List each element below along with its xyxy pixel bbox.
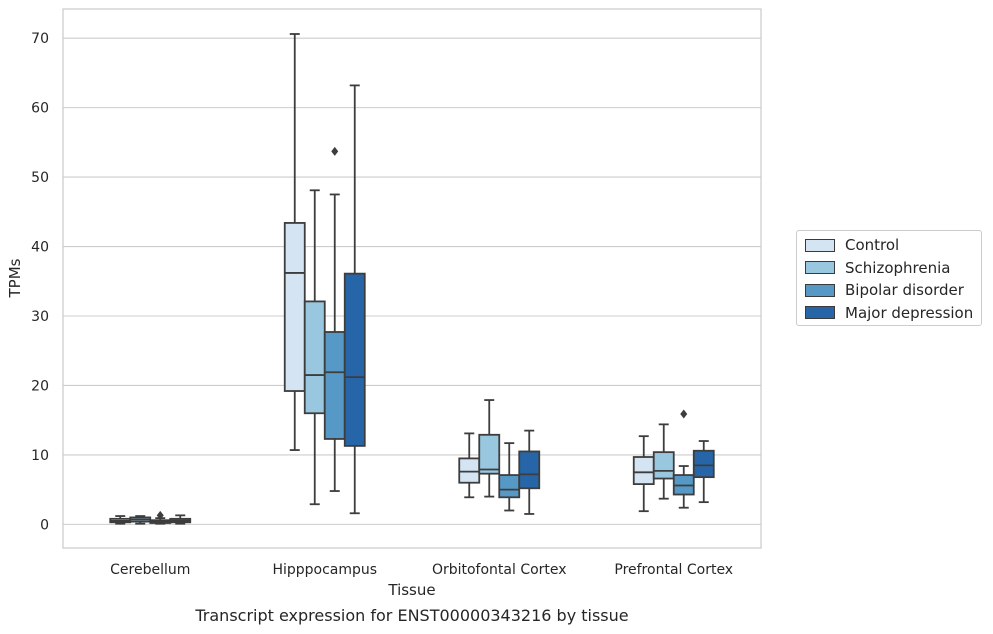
- box-bipolar-disorder: [149, 510, 172, 525]
- legend-item: Major depression: [805, 303, 973, 323]
- box-schizophrenia: [478, 399, 501, 498]
- box-schizophrenia: [303, 189, 326, 506]
- legend-item: Bipolar disorder: [805, 280, 964, 300]
- outlier-point: [331, 146, 339, 156]
- outlier-point: [156, 510, 164, 520]
- x-tick-label: Cerebellum: [110, 562, 190, 578]
- legend-item: Schizophrenia: [805, 258, 950, 278]
- x-tick-label: Hipppocampus: [272, 562, 377, 578]
- box-major-depression: [518, 429, 541, 515]
- y-tick-label: 50: [31, 170, 49, 186]
- y-tick-label: 0: [40, 517, 49, 533]
- x-tick-label: Orbitofontal Cortex: [432, 562, 567, 578]
- box-schizophrenia: [129, 515, 152, 525]
- y-tick-label: 30: [31, 309, 49, 325]
- box-iqr: [343, 272, 366, 447]
- box-plot-series: [109, 33, 715, 525]
- legend-swatch: [805, 238, 835, 252]
- legend-label: Bipolar disorder: [845, 281, 964, 299]
- box-iqr: [303, 300, 326, 415]
- box-iqr: [283, 222, 306, 392]
- box-schizophrenia: [652, 423, 675, 500]
- box-control: [632, 435, 655, 513]
- box-iqr: [323, 331, 346, 440]
- box-major-depression: [169, 514, 192, 525]
- y-tick-label: 10: [31, 448, 49, 464]
- box-bipolar-disorder: [672, 409, 695, 509]
- box-major-depression: [692, 440, 715, 504]
- legend-swatch: [805, 306, 835, 319]
- y-tick-label: 60: [31, 101, 49, 117]
- box-iqr: [518, 450, 541, 490]
- x-axis-ticks: Cerebellum Hipppocampus Orbitofontal Corte…: [110, 562, 733, 578]
- box-iqr: [652, 451, 675, 480]
- box-iqr: [692, 449, 715, 479]
- chart-caption: Transcript expression for ENST0000034321…: [195, 606, 629, 625]
- y-tick-label: 20: [31, 378, 49, 394]
- x-tick-label: Prefrontal Cortex: [614, 562, 733, 578]
- legend-swatch: [805, 261, 835, 274]
- legend-label: Schizophrenia: [845, 258, 951, 277]
- legend-label: Control: [845, 236, 900, 254]
- outlier-point: [680, 409, 688, 419]
- y-axis-title: TPMs: [6, 258, 24, 298]
- plot-frame: [62, 8, 762, 549]
- y-tick-label: 70: [31, 31, 49, 47]
- x-axis-title: Tissue: [387, 581, 435, 599]
- box-control: [109, 515, 132, 525]
- box-iqr: [458, 457, 481, 484]
- y-axis-ticks: 0 10 20 30 40 50 60 70: [31, 31, 49, 533]
- legend-swatch: [805, 283, 835, 297]
- box-iqr: [632, 456, 655, 485]
- box-iqr: [478, 433, 501, 475]
- box-iqr: [498, 474, 521, 499]
- gridlines: [63, 37, 761, 525]
- legend: Control Schizophrenia Bipolar disorder Majo…: [796, 230, 982, 326]
- legend-label: Major depression: [845, 303, 974, 322]
- box-control: [458, 432, 481, 499]
- y-tick-label: 40: [31, 240, 49, 256]
- box-major-depression: [343, 84, 366, 515]
- box-control: [283, 33, 306, 451]
- box-bipolar-disorder: [498, 442, 521, 512]
- box-bipolar-disorder: [323, 146, 346, 492]
- legend-item: Control: [805, 235, 899, 255]
